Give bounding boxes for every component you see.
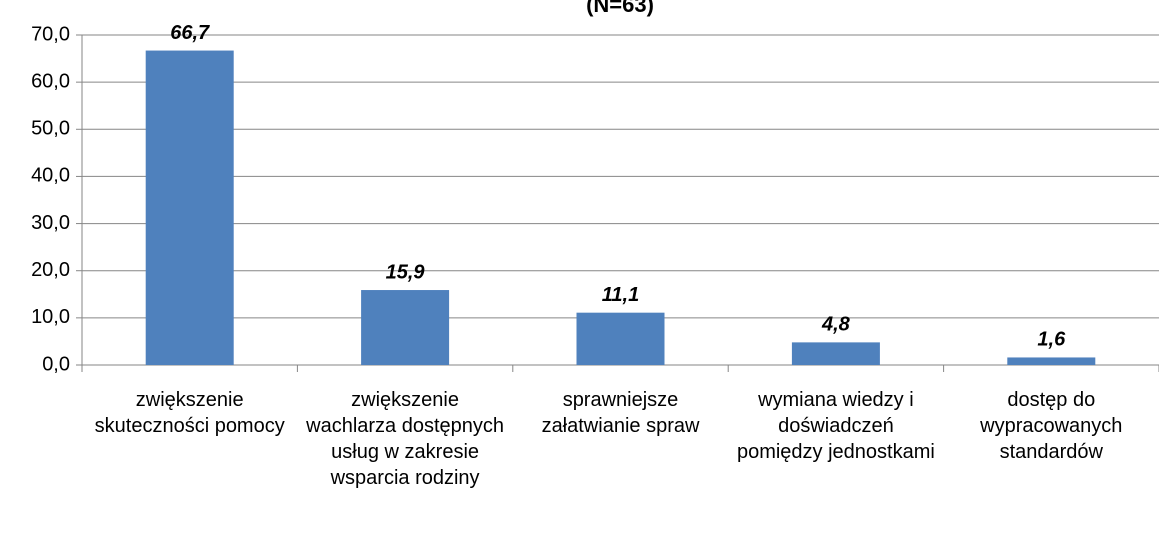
x-tick-label: dostęp do wypracowanych standardów [980, 389, 1123, 463]
y-tick-label: 50,0 [31, 118, 70, 140]
bar [791, 342, 880, 365]
value-label: 15,9 [386, 261, 426, 283]
y-tick-label: 70,0 [31, 23, 70, 45]
y-tick-label: 0,0 [42, 353, 70, 375]
value-label: 1,6 [1037, 329, 1066, 351]
x-tick-label: sprawniejsze załatwianie spraw [541, 389, 700, 437]
y-tick-label: 40,0 [31, 165, 70, 187]
bar [361, 290, 450, 365]
y-tick-label: 60,0 [31, 70, 70, 92]
bar [145, 50, 234, 366]
x-tick-label: zwiększenie wachlarza dostępnych usług w… [306, 389, 505, 489]
value-label: 4,8 [821, 314, 851, 336]
value-label: 11,1 [602, 284, 639, 306]
y-tick-label: 20,0 [31, 259, 70, 281]
y-tick-label: 10,0 [31, 306, 70, 328]
y-tick-label: 30,0 [31, 212, 70, 234]
value-label: 66,7 [170, 22, 210, 44]
x-tick-label: zwiększenie skuteczności pomocy [94, 389, 285, 437]
chart-title: (N=63) [586, 0, 654, 17]
bar [576, 312, 665, 365]
x-tick-label: wymiana wiedzy i doświadczeń pomiędzy je… [736, 389, 935, 463]
bar [1007, 357, 1096, 365]
